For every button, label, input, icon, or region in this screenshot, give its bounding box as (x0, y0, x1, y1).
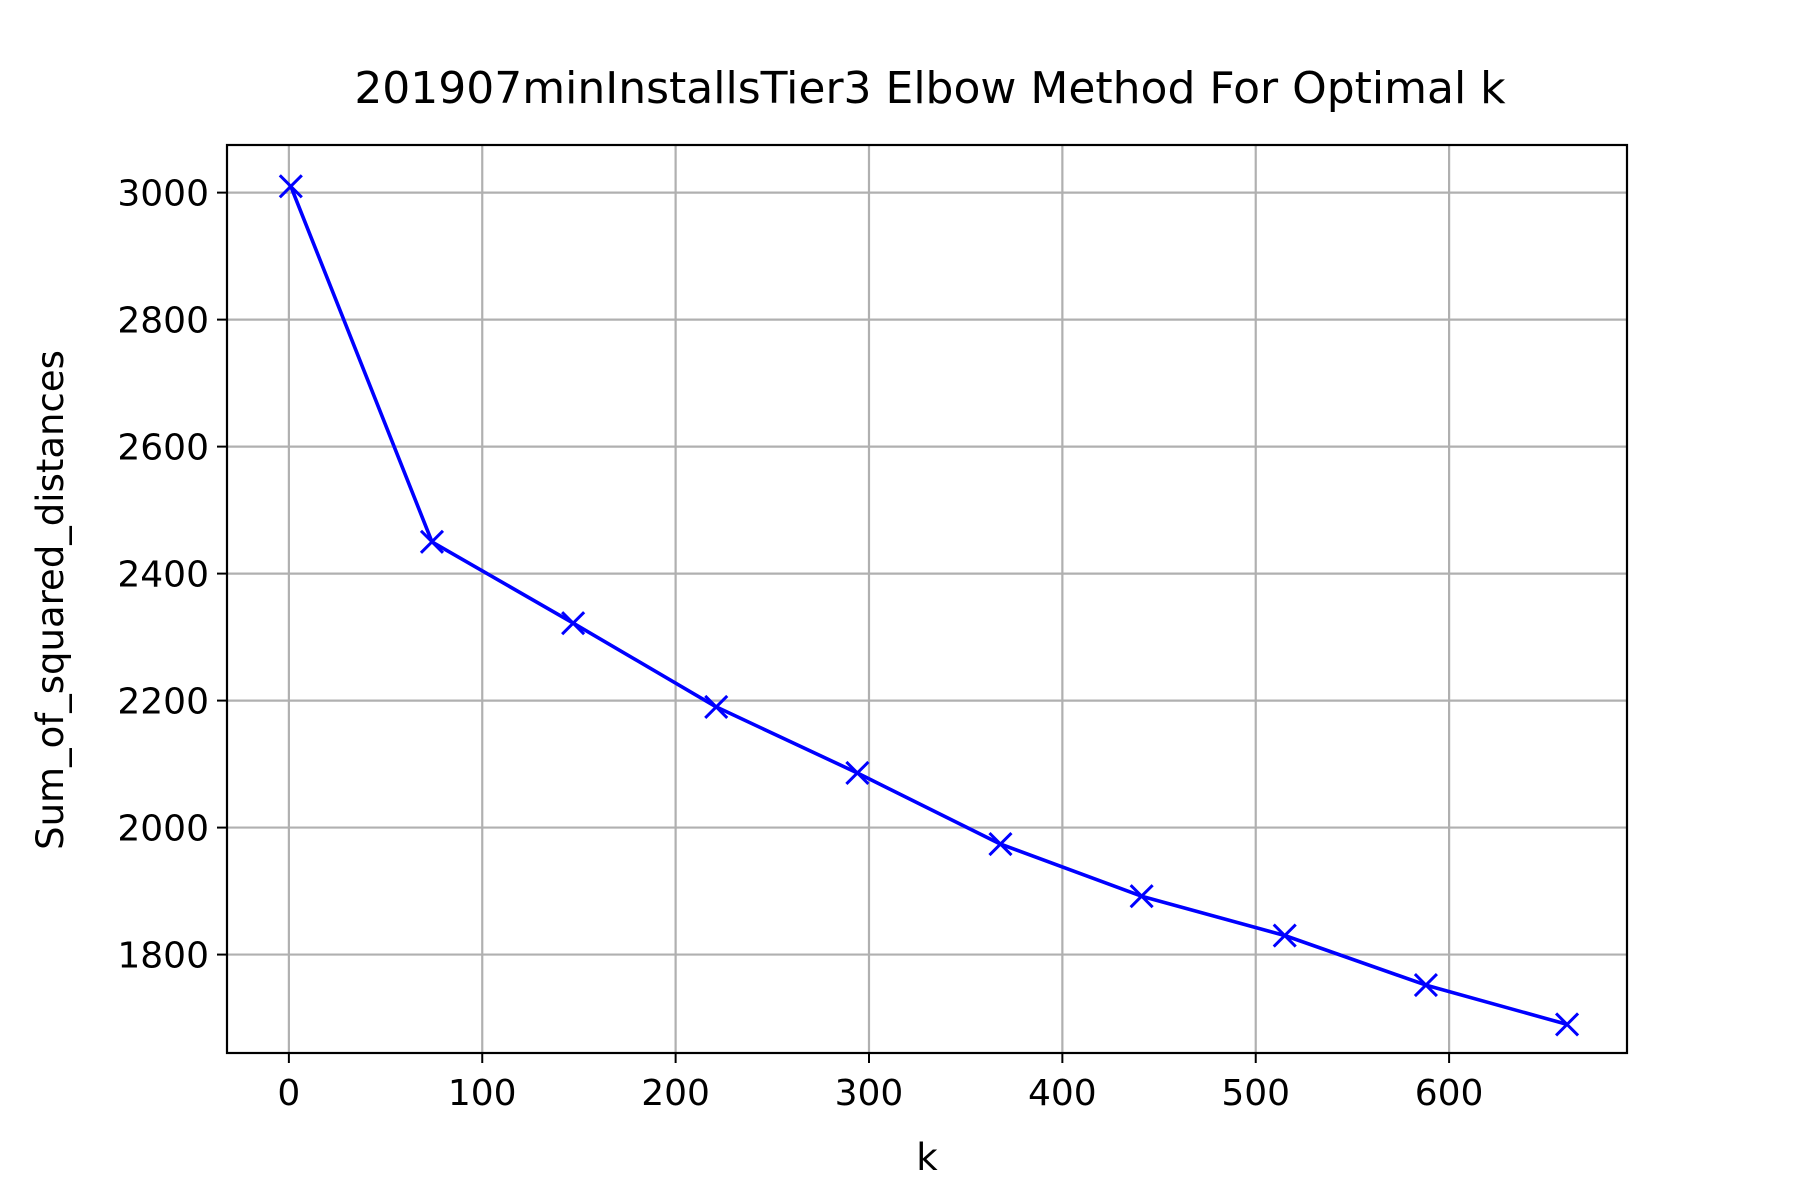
data-point-marker (561, 611, 586, 636)
y-tick-label: 2600 (117, 428, 209, 469)
x-tick-label: 500 (1221, 1073, 1290, 1114)
x-tick-label: 100 (448, 1073, 517, 1114)
data-series (289, 185, 1568, 1027)
x-tick-label: 400 (1028, 1073, 1097, 1114)
data-point-marker (278, 174, 303, 199)
y-tick-label: 2200 (117, 682, 209, 723)
data-point-marker (988, 832, 1013, 857)
x-tick-label: 600 (1415, 1073, 1484, 1114)
data-point-marker (1554, 1012, 1580, 1037)
data-point-marker (845, 760, 870, 786)
data-point-marker (419, 529, 445, 554)
chart-title: 201907minInstallsTier3 Elbow Method For … (354, 63, 1506, 114)
data-point-marker (1413, 972, 1438, 998)
data-point-marker (1129, 884, 1154, 909)
axis-ticks: 0 100 200 300 400 500 600 1800 2000 2200 2400 2600 2… (117, 174, 1483, 1114)
x-tick-label: 0 (277, 1073, 300, 1114)
y-tick-label: 1800 (117, 936, 209, 977)
data-markers (278, 174, 1580, 1037)
x-axis-label: k (916, 1136, 938, 1179)
y-tick-label: 2000 (117, 809, 209, 850)
y-axis-label: Sum_of_squared_distances (29, 350, 72, 850)
data-point-marker (1272, 923, 1297, 948)
y-tick-label: 2800 (117, 301, 209, 342)
y-tick-label: 2400 (117, 555, 209, 596)
series-line (289, 185, 1568, 1027)
plot-frame (225, 143, 1629, 1055)
x-tick-label: 300 (835, 1073, 904, 1114)
data-point-marker (704, 694, 729, 720)
grid-lines (227, 145, 1627, 1053)
y-tick-label: 3000 (117, 174, 209, 215)
x-tick-label: 200 (641, 1073, 710, 1114)
